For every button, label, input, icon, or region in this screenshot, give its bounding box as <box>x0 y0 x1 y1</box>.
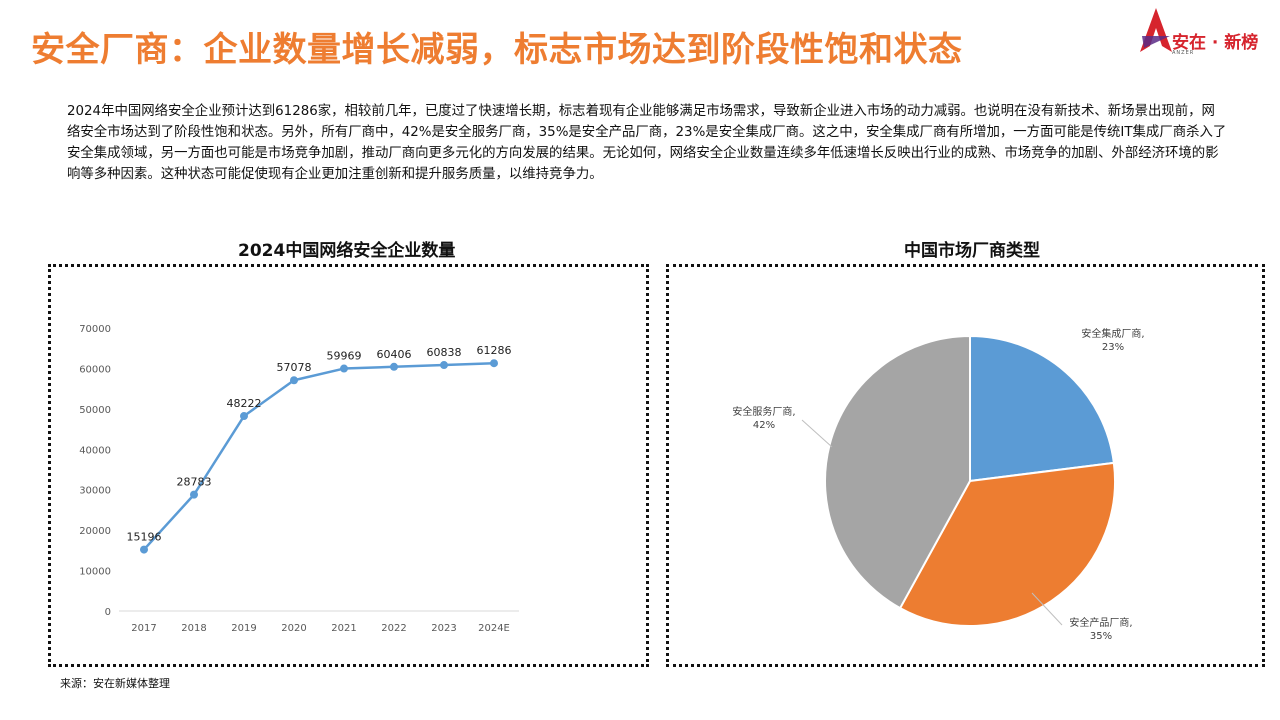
data-label: 61286 <box>477 344 512 357</box>
x-tick-label: 2024E <box>478 623 510 634</box>
data-label: 60838 <box>427 346 462 359</box>
y-tick-label: 10000 <box>79 567 111 578</box>
x-tick-label: 2020 <box>281 623 306 634</box>
data-label: 57078 <box>277 361 312 374</box>
data-point <box>440 361 448 370</box>
brand-logo: 安在 · 新榜 ANZER <box>1136 6 1276 58</box>
y-tick-label: 60000 <box>79 364 111 375</box>
data-point <box>190 490 198 499</box>
data-label: 28783 <box>177 476 212 489</box>
pie-chart-panel <box>666 264 1265 667</box>
x-tick-label: 2021 <box>331 623 356 634</box>
logo-subtext: ANZER <box>1172 50 1195 56</box>
x-tick-label: 2017 <box>131 623 156 634</box>
x-tick-label: 2019 <box>231 623 256 634</box>
data-point <box>290 376 298 385</box>
data-point <box>490 359 498 368</box>
intro-paragraph: 2024年中国网络安全企业预计达到61286家，相较前几年，已度过了快速增长期，… <box>67 104 1227 182</box>
x-tick-label: 2023 <box>431 623 456 634</box>
data-point <box>390 362 398 371</box>
page-title: 安全厂商：企业数量增长减弱，标志市场达到阶段性饱和状态 <box>31 30 963 70</box>
series-line <box>143 361 495 551</box>
pie-chart-title: 中国市场厂商类型 <box>904 241 1040 261</box>
y-tick-label: 50000 <box>79 405 111 416</box>
data-point <box>240 412 248 421</box>
x-tick-label: 2018 <box>181 623 206 634</box>
y-tick-label: 30000 <box>79 486 111 497</box>
data-point <box>140 545 148 554</box>
line-chart-title: 2024中国网络安全企业数量 <box>238 241 456 261</box>
logo-text: 安在 · 新榜 <box>1172 33 1259 53</box>
line-chart-panel <box>48 264 649 667</box>
data-label: 15196 <box>127 531 162 544</box>
data-label: 48222 <box>227 397 262 410</box>
x-tick-label: 2022 <box>381 623 406 634</box>
data-point <box>340 364 348 373</box>
data-label: 59969 <box>327 350 362 363</box>
source-note: 来源：安在新媒体整理 <box>60 677 170 690</box>
y-tick-label: 0 <box>105 607 111 618</box>
y-tick-label: 70000 <box>79 324 111 335</box>
data-label: 60406 <box>377 348 412 361</box>
y-tick-label: 40000 <box>79 445 111 456</box>
y-tick-label: 20000 <box>79 526 111 537</box>
logo-icon <box>1140 8 1172 52</box>
